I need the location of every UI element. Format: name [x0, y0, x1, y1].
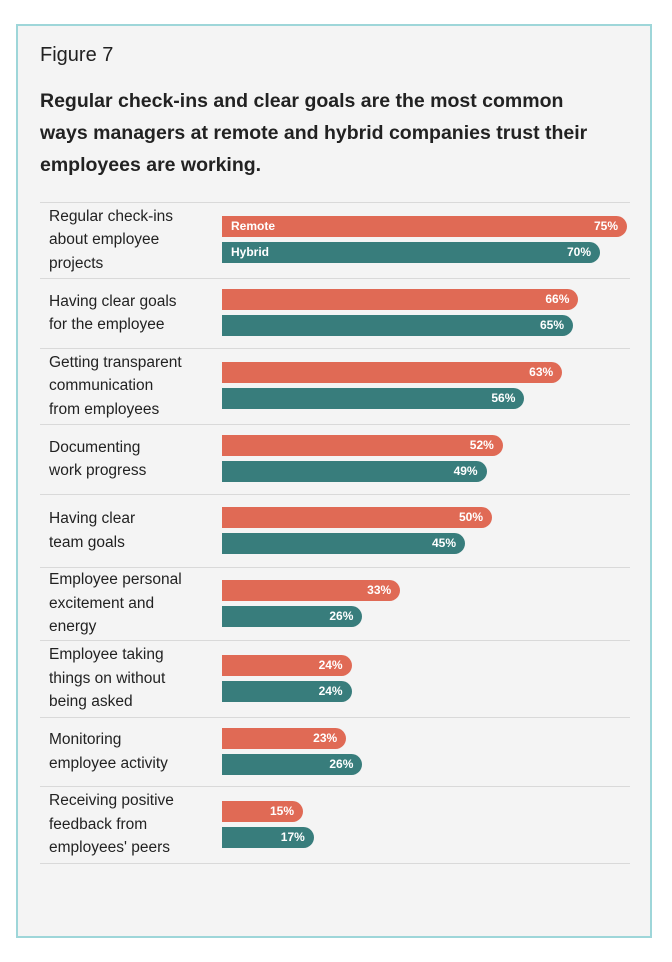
remote-bar: 50%	[222, 506, 492, 528]
category-label: Employee taking things on without being …	[49, 646, 166, 711]
category-label: Regular check-ins about employee project…	[49, 207, 174, 272]
data-label: 26%	[329, 608, 354, 623]
chart-title: Regular check-ins and clear goals are th…	[40, 90, 588, 176]
hybrid-bar: 26%	[222, 753, 363, 775]
data-label: 56%	[491, 391, 516, 405]
category-label: Monitoring employee activity	[49, 731, 168, 772]
data-label: 23%	[313, 730, 338, 745]
category-label: Documenting work progress	[49, 438, 147, 480]
category-label: Employee personal excitement and energy	[49, 571, 182, 636]
row-divider	[40, 348, 630, 349]
row-divider	[40, 567, 630, 568]
remote-bar: 63%	[222, 362, 563, 383]
data-label: 75%	[593, 219, 618, 233]
data-label: 45%	[431, 535, 456, 550]
data-label: 26%	[329, 756, 354, 771]
remote-bar: 66%	[222, 289, 579, 310]
data-label: 15%	[269, 803, 294, 818]
data-label: 63%	[529, 365, 554, 379]
hybrid-bar: 26%	[222, 605, 363, 627]
figure-label: Figure 7	[40, 44, 114, 66]
hybrid-bar: 49%	[222, 461, 487, 482]
data-label: 50%	[458, 509, 483, 524]
hybrid-bar: 65%	[222, 315, 573, 336]
series-label: Hybrid	[231, 245, 270, 259]
remote-bar: 33%	[222, 579, 401, 601]
series-label: Remote	[231, 219, 276, 233]
row-divider	[40, 717, 630, 718]
row-divider	[40, 424, 630, 425]
bar-chart: Regular check-ins about employee project…	[40, 202, 630, 872]
category-label: Receiving positive feedback from employe…	[49, 792, 174, 857]
category-label: Having clear team goals	[49, 510, 136, 551]
data-label: 17%	[280, 829, 305, 844]
hybrid-bar: 45%	[222, 532, 465, 554]
data-label: 65%	[539, 318, 564, 332]
data-label: 33%	[367, 582, 392, 597]
row-divider	[40, 786, 630, 787]
hybrid-bar: 56%	[222, 388, 525, 409]
row-divider	[40, 863, 630, 864]
remote-bar: 23%	[222, 727, 347, 749]
row-divider	[40, 278, 630, 279]
data-label: 49%	[453, 464, 478, 478]
data-label: 66%	[545, 292, 570, 306]
data-label: 52%	[469, 438, 494, 452]
category-label: Having clear goals for the employee	[49, 292, 177, 334]
hybrid-bar: 17%	[222, 826, 314, 848]
data-label: 70%	[566, 245, 591, 259]
row-divider	[40, 202, 630, 203]
remote-bar: 24%	[222, 654, 352, 676]
data-label: 24%	[318, 657, 343, 672]
data-label: 24%	[318, 683, 343, 698]
row-divider	[40, 640, 630, 641]
hybrid-bar: 24%	[222, 680, 352, 702]
category-label: Getting transparent communication from e…	[49, 353, 182, 418]
remote-bar: 75% Remote	[222, 216, 627, 237]
hybrid-bar: 70% Hybrid	[222, 242, 600, 263]
row-divider	[40, 494, 630, 495]
remote-bar: 52%	[222, 435, 503, 456]
remote-bar: 15%	[222, 800, 303, 822]
